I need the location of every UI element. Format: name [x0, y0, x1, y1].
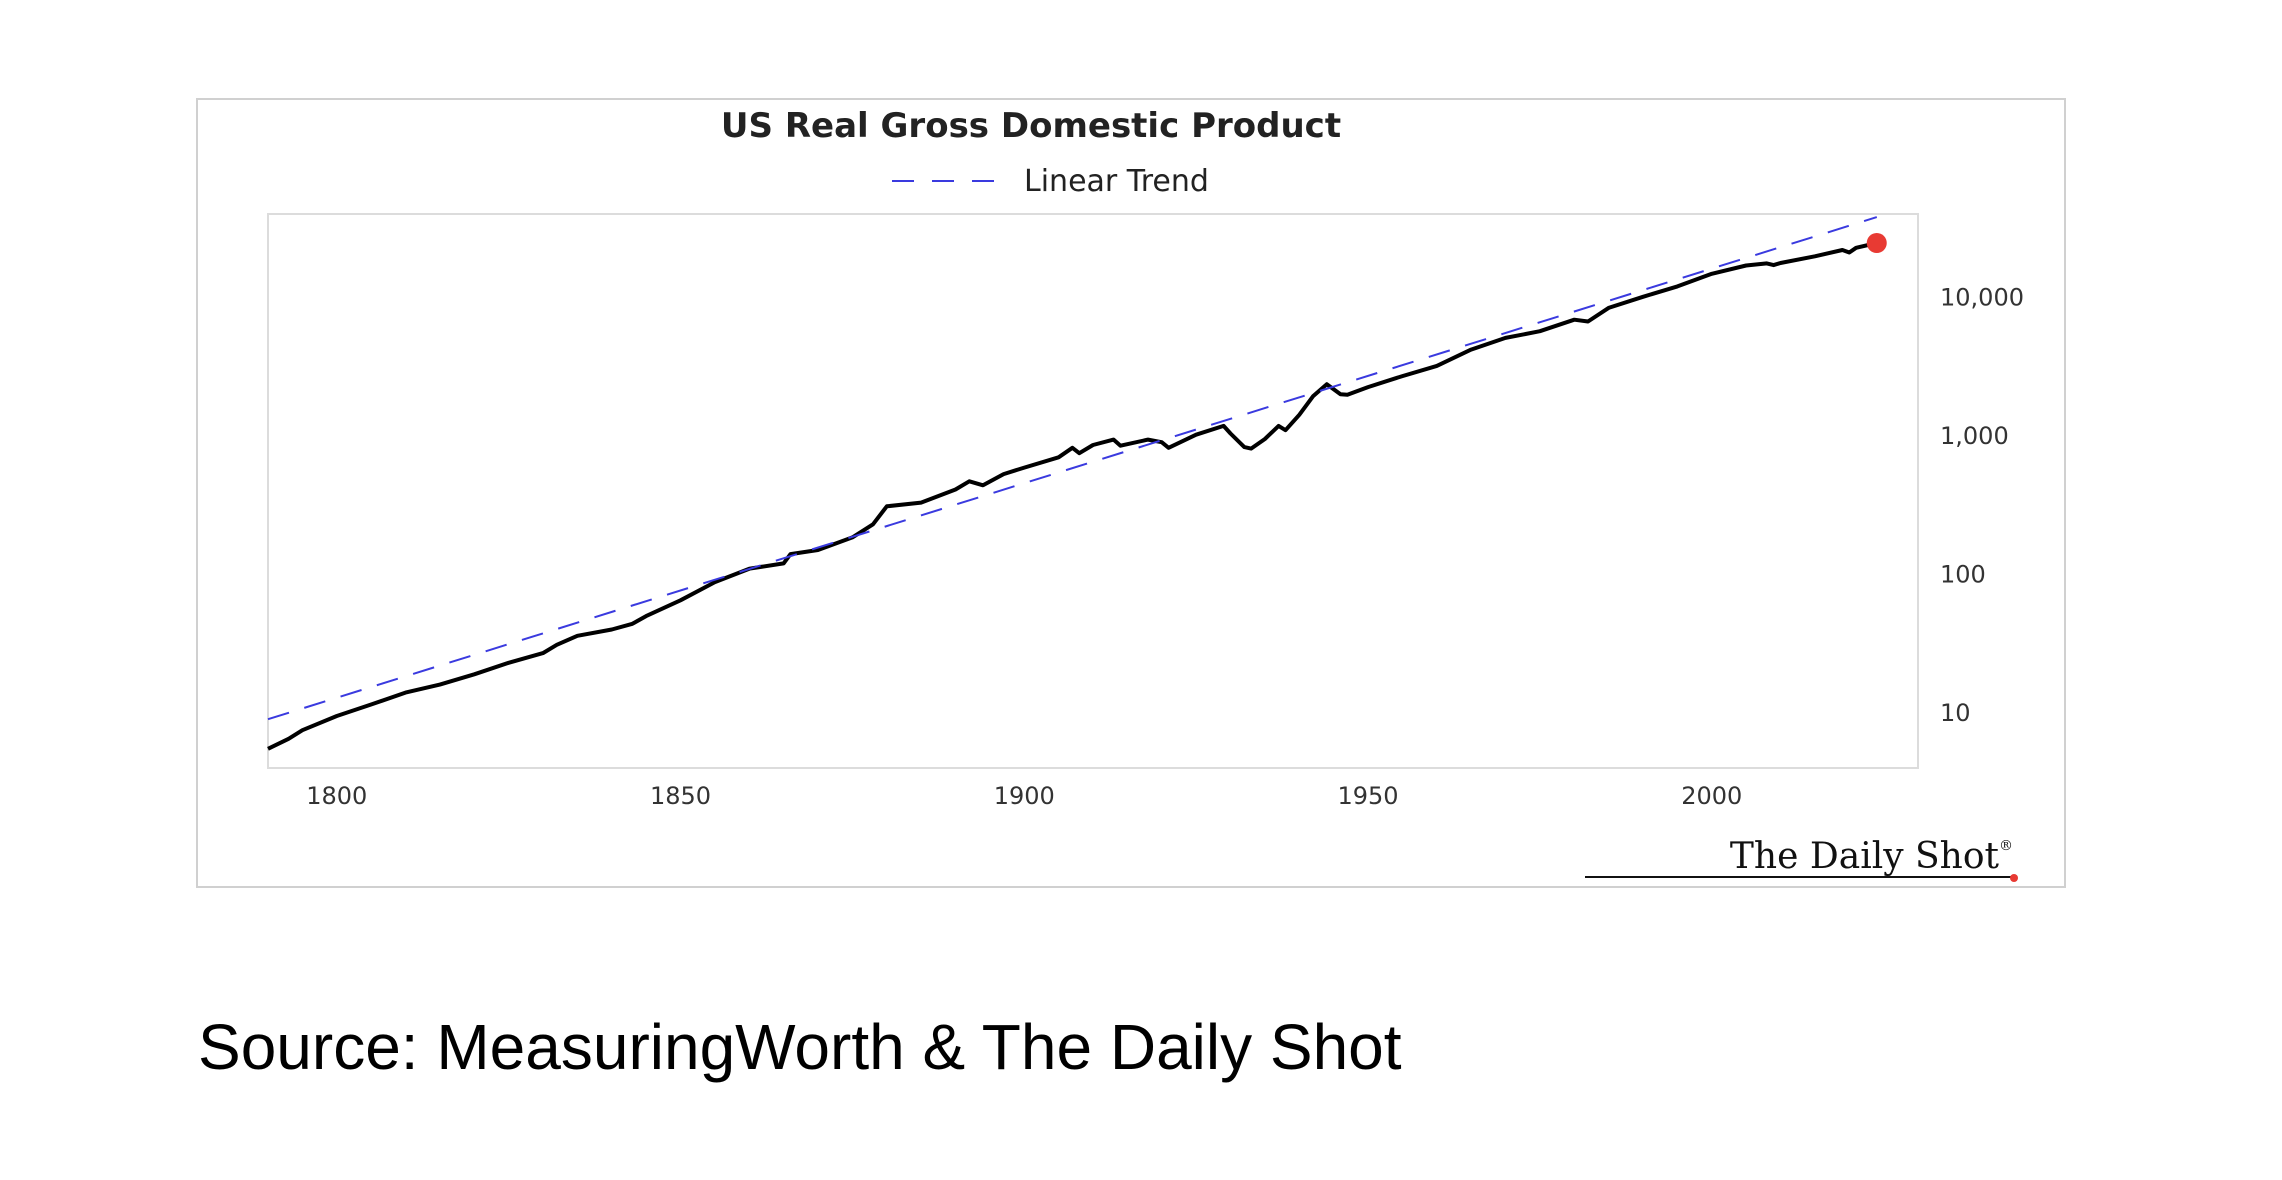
- y-tick-label: 10: [1940, 699, 1971, 727]
- plot-area: [267, 213, 1919, 769]
- chart-title: US Real Gross Domestic Product: [721, 106, 1341, 146]
- legend: Linear Trend: [892, 164, 1209, 199]
- source-caption: Source: MeasuringWorth & The Daily Shot: [198, 1011, 1402, 1083]
- x-tick-label: 1900: [994, 782, 1055, 810]
- watermark-text: The Daily Shot: [1730, 836, 2000, 877]
- watermark-mark: ®: [1999, 838, 2013, 854]
- y-tick-label: 10,000: [1940, 283, 2024, 311]
- y-tick-label: 1,000: [1940, 422, 2009, 450]
- latest-value-marker: [1866, 232, 1887, 253]
- x-tick-label: 1850: [650, 782, 711, 810]
- x-tick-label: 1800: [306, 782, 367, 810]
- series-real-gdp: [267, 241, 1878, 751]
- chart-svg: US Real Gross Domestic Product Linear Tr…: [267, 106, 2024, 882]
- y-axis-ticks: 10 100 1,000 10,000: [1940, 283, 2024, 727]
- legend-trend-label: Linear Trend: [1024, 164, 1209, 199]
- daily-shot-watermark: The Daily Shot®: [1730, 836, 2013, 877]
- watermark-dot: [2010, 874, 2018, 882]
- x-tick-label: 1950: [1337, 782, 1398, 810]
- x-tick-label: 2000: [1681, 782, 1742, 810]
- chart-frame: US Real Gross Domestic Product Linear Tr…: [196, 98, 2066, 888]
- y-tick-label: 100: [1940, 560, 1986, 588]
- x-axis-ticks: 1800 1850 1900 1950 2000: [306, 782, 1742, 810]
- plot-marks: [267, 216, 1887, 751]
- series-linear-trend: [267, 216, 1878, 721]
